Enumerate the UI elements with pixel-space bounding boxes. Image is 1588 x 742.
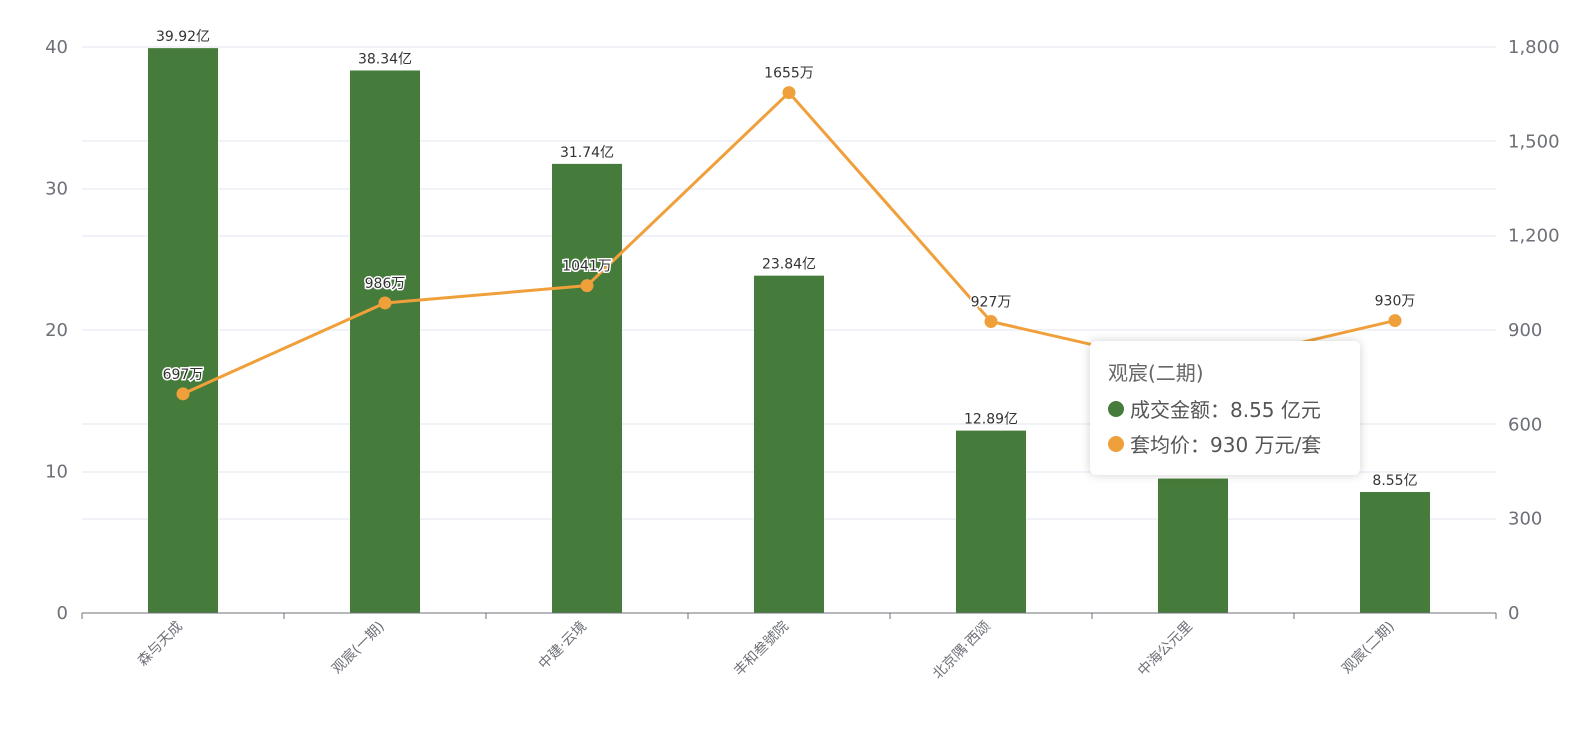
- price-point: [1388, 314, 1402, 328]
- bar-value-label: 39.92亿: [156, 29, 210, 45]
- x-category-label: 中建·云境: [536, 619, 590, 673]
- y-left-tick-label: 40: [45, 37, 68, 58]
- price-point: [176, 387, 190, 401]
- price-point: [580, 279, 594, 293]
- bar: [552, 163, 622, 613]
- y-right-tick-label: 1,500: [1508, 131, 1560, 152]
- price-value-label: 1041万: [562, 259, 612, 275]
- tooltip-price-text: 套均价：930 万元/套: [1130, 433, 1322, 457]
- bar-value-label: 31.74亿: [560, 145, 614, 161]
- y-left-tick-label: 30: [45, 179, 68, 200]
- price-value-label: 930万: [1375, 294, 1416, 310]
- price-value-label: 1655万: [764, 66, 814, 82]
- bar: [148, 48, 218, 613]
- price-point: [782, 86, 796, 100]
- bar: [350, 70, 420, 613]
- y-left-tick-label: 10: [45, 462, 68, 483]
- bar: [1360, 492, 1430, 613]
- bar-value-label: 38.34亿: [358, 51, 412, 67]
- price-value-label: 986万: [365, 276, 406, 292]
- bar-value-label: 23.84亿: [762, 257, 816, 273]
- x-category-label: 丰和叁號院: [730, 618, 792, 680]
- bar: [956, 430, 1026, 613]
- x-category-label: 北京隅·西颂: [930, 619, 994, 683]
- tooltip-row-price: 套均价：930 万元/套: [1108, 429, 1342, 458]
- tooltip: 观宸(二期) 成交金额：8.55 亿元 套均价：930 万元/套: [1090, 341, 1360, 475]
- y-left-tick-label: 0: [57, 603, 68, 624]
- price-point: [378, 296, 392, 310]
- y-right-tick-label: 1,200: [1508, 226, 1560, 247]
- price-value-label: 927万: [971, 295, 1012, 311]
- bar-value-label: 8.55亿: [1372, 473, 1417, 489]
- y-right-tick-label: 900: [1508, 320, 1542, 341]
- y-right-tick-label: 0: [1508, 603, 1519, 624]
- tooltip-title: 观宸(二期): [1108, 361, 1204, 385]
- bar: [754, 275, 824, 613]
- x-category-label: 观宸(二期): [1338, 618, 1397, 677]
- x-category-label: 观宸(一期): [328, 618, 387, 677]
- x-category-label: 中海公元里: [1135, 619, 1196, 680]
- y-right-tick-label: 1,800: [1508, 37, 1560, 58]
- tooltip-amount-text: 成交金额：8.55 亿元: [1130, 398, 1321, 422]
- price-point: [984, 315, 998, 329]
- price-dot-icon: [1108, 435, 1124, 452]
- y-right-tick-label: 600: [1508, 414, 1542, 435]
- x-category-label: 森与天成: [135, 619, 186, 670]
- bar: [1158, 478, 1228, 613]
- price-value-label: 697万: [163, 367, 204, 383]
- y-right-tick-label: 300: [1508, 509, 1542, 530]
- amount-dot-icon: [1108, 400, 1124, 417]
- bar-value-label: 12.89亿: [964, 412, 1018, 428]
- tooltip-row-amount: 成交金额：8.55 亿元: [1108, 394, 1342, 423]
- y-left-tick-label: 20: [45, 320, 68, 341]
